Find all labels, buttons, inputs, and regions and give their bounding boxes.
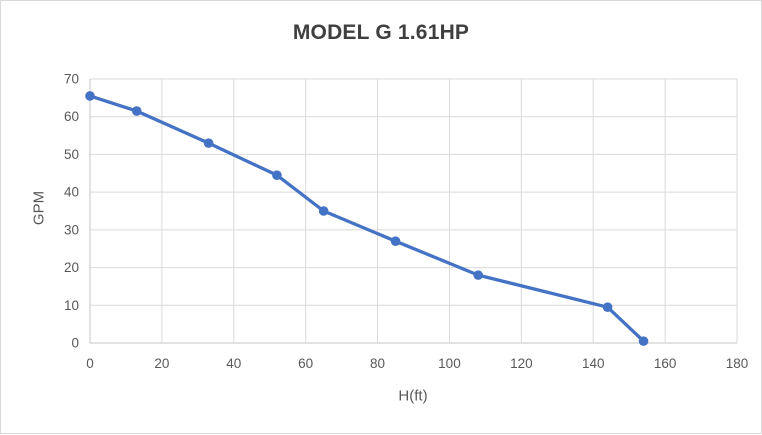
data-point-markers (85, 91, 649, 346)
y-tick-label: 10 (64, 298, 79, 313)
data-point (131, 106, 142, 116)
x-gridlines (89, 79, 738, 343)
y-tick-labels: 0 10 20 30 40 50 60 70 (64, 72, 79, 351)
data-point (318, 206, 329, 216)
x-tick-label: 100 (438, 356, 461, 371)
pump-curve-series (88, 94, 646, 343)
y-tick-label: 60 (64, 109, 79, 124)
y-tick-label: 0 (71, 336, 79, 351)
data-point (602, 302, 613, 312)
pump-curve-line (88, 94, 646, 343)
y-tick-label: 40 (64, 185, 79, 200)
y-tick-label: 30 (64, 222, 79, 237)
x-tick-label: 40 (226, 356, 241, 371)
data-point (272, 170, 282, 180)
y-axis-title: GPM (30, 190, 48, 226)
y-tick-label: 20 (64, 260, 79, 275)
data-point (203, 138, 214, 148)
data-point (85, 91, 95, 101)
y-gridlines (90, 78, 737, 344)
x-tick-label: 20 (154, 356, 169, 371)
y-tick-label: 70 (64, 72, 79, 87)
data-point (473, 270, 484, 280)
chart-title: MODEL G 1.61HP (292, 21, 470, 44)
x-tick-label: 160 (654, 356, 677, 371)
data-point (390, 236, 401, 246)
x-tick-label: 0 (86, 356, 94, 371)
data-point (638, 336, 649, 346)
x-tick-labels: 0 20 40 60 80 100 120 140 160 180 (86, 356, 748, 371)
x-tick-label: 120 (510, 356, 533, 371)
y-tick-label: 50 (64, 147, 79, 162)
x-tick-label: 140 (582, 356, 605, 371)
x-axis-title: H(ft) (398, 387, 428, 405)
x-tick-label: 80 (370, 356, 385, 371)
x-tick-label: 60 (298, 356, 313, 371)
x-tick-label: 180 (726, 356, 749, 371)
